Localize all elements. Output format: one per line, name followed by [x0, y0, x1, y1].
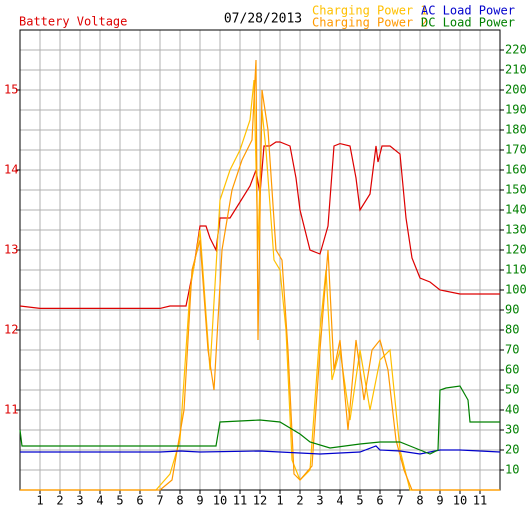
y2-tick-label: 120 — [505, 243, 527, 257]
x-tick-label: 10 — [213, 494, 227, 508]
y-tick-label: 15 — [4, 83, 18, 97]
legend-label: DC Load Power — [421, 16, 515, 30]
plot-frame — [19, 29, 501, 491]
y2-tick-label: 40 — [505, 403, 519, 417]
y2-tick-label: 100 — [505, 283, 527, 297]
x-tick-label: 5 — [116, 494, 123, 508]
y2-tick-label: 30 — [505, 423, 519, 437]
y-tick-label: 11 — [4, 403, 18, 417]
y2-tick-label: 160 — [505, 163, 527, 177]
x-tick-label: 7 — [396, 494, 403, 508]
legend-label: Charging Power 1 — [312, 4, 428, 18]
x-tick-label: 2 — [296, 494, 303, 508]
x-tick-label: 3 — [316, 494, 323, 508]
x-tick-label: 8 — [416, 494, 423, 508]
y2-tick-label: 170 — [505, 143, 527, 157]
x-tick-label: 12 — [253, 494, 267, 508]
y2-tick-label: 140 — [505, 203, 527, 217]
x-tick-label: 11 — [233, 494, 247, 508]
y2-tick-label: 90 — [505, 303, 519, 317]
y-axis-label: Battery Voltage — [19, 15, 127, 29]
series-line — [19, 141, 500, 309]
y2-tick-label: 10 — [505, 463, 519, 477]
legend-label: Charging Power 2 — [312, 16, 428, 30]
y2-tick-label: 130 — [505, 223, 527, 237]
y-tick-label: 12 — [4, 323, 18, 337]
y2-tick-label: 200 — [505, 83, 527, 97]
x-tick-label: 10 — [453, 494, 467, 508]
x-tick-label: 11 — [473, 494, 487, 508]
y2-tick-label: 150 — [505, 183, 527, 197]
chart-title: 07/28/2013 — [224, 12, 302, 27]
x-tick-label: 1 — [36, 494, 43, 508]
y2-tick-label: 50 — [505, 383, 519, 397]
y2-tick-label: 210 — [505, 63, 527, 77]
series-line — [20, 59, 500, 491]
series-line — [19, 385, 500, 455]
y2-tick-label: 190 — [505, 103, 527, 117]
y2-tick-label: 180 — [505, 123, 527, 137]
x-tick-label: 5 — [356, 494, 363, 508]
x-tick-label: 2 — [56, 494, 63, 508]
y2-tick-label: 60 — [505, 363, 519, 377]
x-tick-label: 6 — [376, 494, 383, 508]
x-tick-label: 9 — [196, 494, 203, 508]
x-tick-label: 6 — [136, 494, 143, 508]
y2-tick-label: 80 — [505, 323, 519, 337]
y2-tick-label: 220 — [505, 43, 527, 57]
series-line — [20, 79, 500, 491]
x-tick-label: 7 — [156, 494, 163, 508]
x-tick-label: 3 — [76, 494, 83, 508]
y-tick-label: 14 — [4, 163, 18, 177]
y2-tick-label: 110 — [505, 263, 527, 277]
y2-tick-label: 70 — [505, 343, 519, 357]
x-tick-label: 4 — [96, 494, 103, 508]
legend-label: AC Load Power — [421, 4, 515, 18]
x-tick-label: 4 — [336, 494, 343, 508]
x-tick-label: 9 — [436, 494, 443, 508]
x-tick-label: 1 — [276, 494, 283, 508]
y-tick-label: 13 — [4, 243, 18, 257]
x-tick-label: 8 — [176, 494, 183, 508]
y2-tick-label: 20 — [505, 443, 519, 457]
